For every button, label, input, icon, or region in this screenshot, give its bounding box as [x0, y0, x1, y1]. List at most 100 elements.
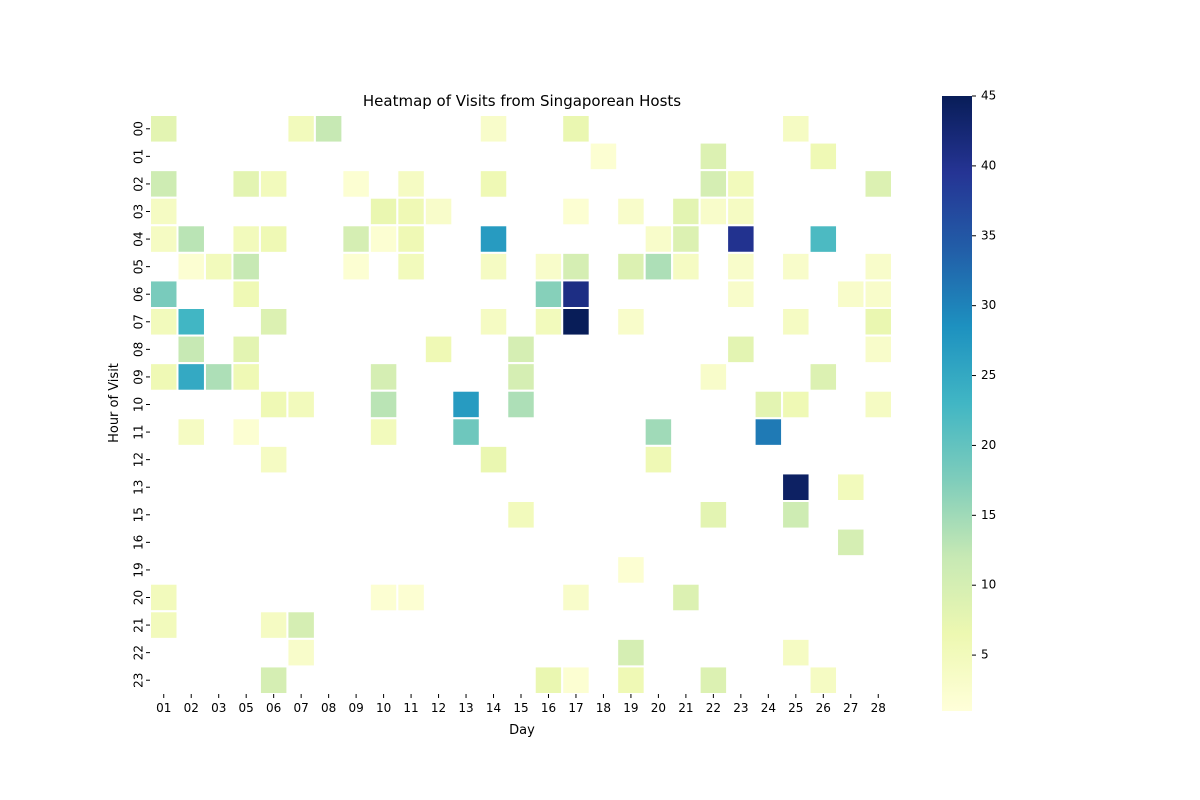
heatmap-cell: [149, 196, 179, 227]
heatmap-cell: [808, 224, 839, 254]
heatmap-cell: [176, 334, 206, 365]
heatmap-cell: [396, 251, 426, 282]
x-tick-label: 17: [568, 701, 583, 715]
y-tick-label: 06: [132, 287, 146, 302]
x-tick-label: 16: [541, 701, 556, 715]
heatmap-cell: [396, 582, 426, 613]
heatmap-cell: [286, 389, 316, 420]
heatmap-cell: [561, 582, 591, 613]
x-tick-label: 26: [816, 701, 831, 715]
heatmap-cell: [451, 417, 481, 447]
heatmap-cell: [341, 251, 371, 282]
colorbar-tick-label: 35: [981, 228, 996, 242]
x-tick-label: 11: [403, 701, 418, 715]
heatmap-cell: [231, 251, 261, 282]
heatmap-cell: [808, 665, 839, 696]
heatmap-cell: [286, 637, 316, 668]
heatmap-cell: [149, 582, 179, 613]
heatmap-cell: [149, 114, 179, 144]
heatmap-cell: [313, 114, 344, 144]
chart-title: Heatmap of Visits from Singaporean Hosts: [363, 92, 681, 110]
heatmap-cell: [478, 169, 509, 199]
heatmap-cell: [149, 307, 179, 337]
heatmap-cell: [368, 582, 399, 613]
heatmap-cell: [533, 307, 564, 337]
heatmap-cell: [726, 334, 756, 365]
colorbar-tick-label: 15: [981, 508, 996, 522]
x-tick-label: 23: [733, 701, 748, 715]
colorbar-tick-label: 10: [981, 578, 996, 592]
heatmap-cell: [671, 582, 701, 613]
heatmap-cell: [231, 417, 261, 447]
heatmap-cell: [149, 279, 179, 309]
heatmap-cell: [231, 362, 261, 392]
heatmap-cell: [863, 307, 893, 337]
y-tick-label: 15: [132, 507, 146, 522]
heatmap-cell: [726, 196, 756, 227]
y-tick-label: 04: [132, 231, 146, 246]
heatmap-cell: [176, 362, 206, 392]
x-tick-label: 02: [184, 701, 199, 715]
heatmap-cell: [863, 334, 893, 365]
heatmap-cell: [561, 307, 591, 337]
y-axis: 00 01 02 03 04 05 06 07 08 09 10 11 12 13 15 16 19 20 21 22…: [132, 121, 150, 688]
x-tick-label: 10: [376, 701, 391, 715]
x-tick-label: 05: [239, 701, 254, 715]
heatmap-cell: [808, 141, 839, 172]
colorbar-tick-label: 40: [981, 158, 996, 172]
x-tick-label: 08: [321, 701, 336, 715]
heatmap-cell: [781, 500, 811, 530]
x-tick-label: 13: [458, 701, 473, 715]
heatmap-cell: [286, 610, 316, 640]
heatmap-cell: [368, 362, 399, 392]
colorbar-tick-label: 25: [981, 368, 996, 382]
heatmap-cell: [616, 251, 646, 282]
heatmap-cell: [836, 279, 866, 309]
heatmap-cells: [149, 114, 893, 696]
y-tick-label: 02: [132, 176, 146, 191]
heatmap-cell: [616, 196, 646, 227]
heatmap-cell: [176, 224, 206, 254]
heatmap-cell: [149, 169, 179, 199]
y-tick-label: 05: [132, 259, 146, 274]
y-tick-label: 03: [132, 204, 146, 219]
heatmap-cell: [671, 196, 701, 227]
heatmap-cell: [726, 224, 756, 254]
heatmap-cell: [478, 251, 509, 282]
heatmap-cell: [506, 389, 536, 420]
heatmap-cell: [698, 141, 729, 172]
heatmap-cell: [616, 307, 646, 337]
heatmap-cell: [258, 389, 289, 420]
heatmap-cell: [698, 665, 729, 696]
heatmap-cell: [506, 500, 536, 530]
y-tick-label: 01: [132, 149, 146, 164]
heatmap-cell: [781, 472, 811, 502]
heatmap-cell: [533, 279, 564, 309]
heatmap-cell: [698, 362, 729, 392]
y-tick-label: 22: [132, 645, 146, 660]
x-tick-label: 20: [651, 701, 666, 715]
heatmap-cell: [781, 637, 811, 668]
heatmap-cell: [231, 279, 261, 309]
heatmap-cell: [643, 417, 674, 447]
heatmap-cell: [478, 114, 509, 144]
heatmap-cell: [258, 610, 289, 640]
heatmap-cell: [643, 444, 674, 475]
heatmap-cell: [341, 224, 371, 254]
heatmap-cell: [176, 417, 206, 447]
heatmap-cell: [368, 196, 399, 227]
heatmap-cell: [368, 417, 399, 447]
heatmap-cell: [258, 169, 289, 199]
heatmap-cell: [396, 169, 426, 199]
y-tick-label: 13: [132, 480, 146, 495]
heatmap-cell: [258, 444, 289, 475]
y-tick-label: 11: [132, 424, 146, 439]
y-tick-label: 12: [132, 452, 146, 467]
heatmap-cell: [506, 334, 536, 365]
x-axis-label: Day: [509, 723, 535, 738]
heatmap-cell: [478, 224, 509, 254]
heatmap-cell: [671, 224, 701, 254]
heatmap-cell: [203, 251, 234, 282]
heatmap-cell: [203, 362, 234, 392]
